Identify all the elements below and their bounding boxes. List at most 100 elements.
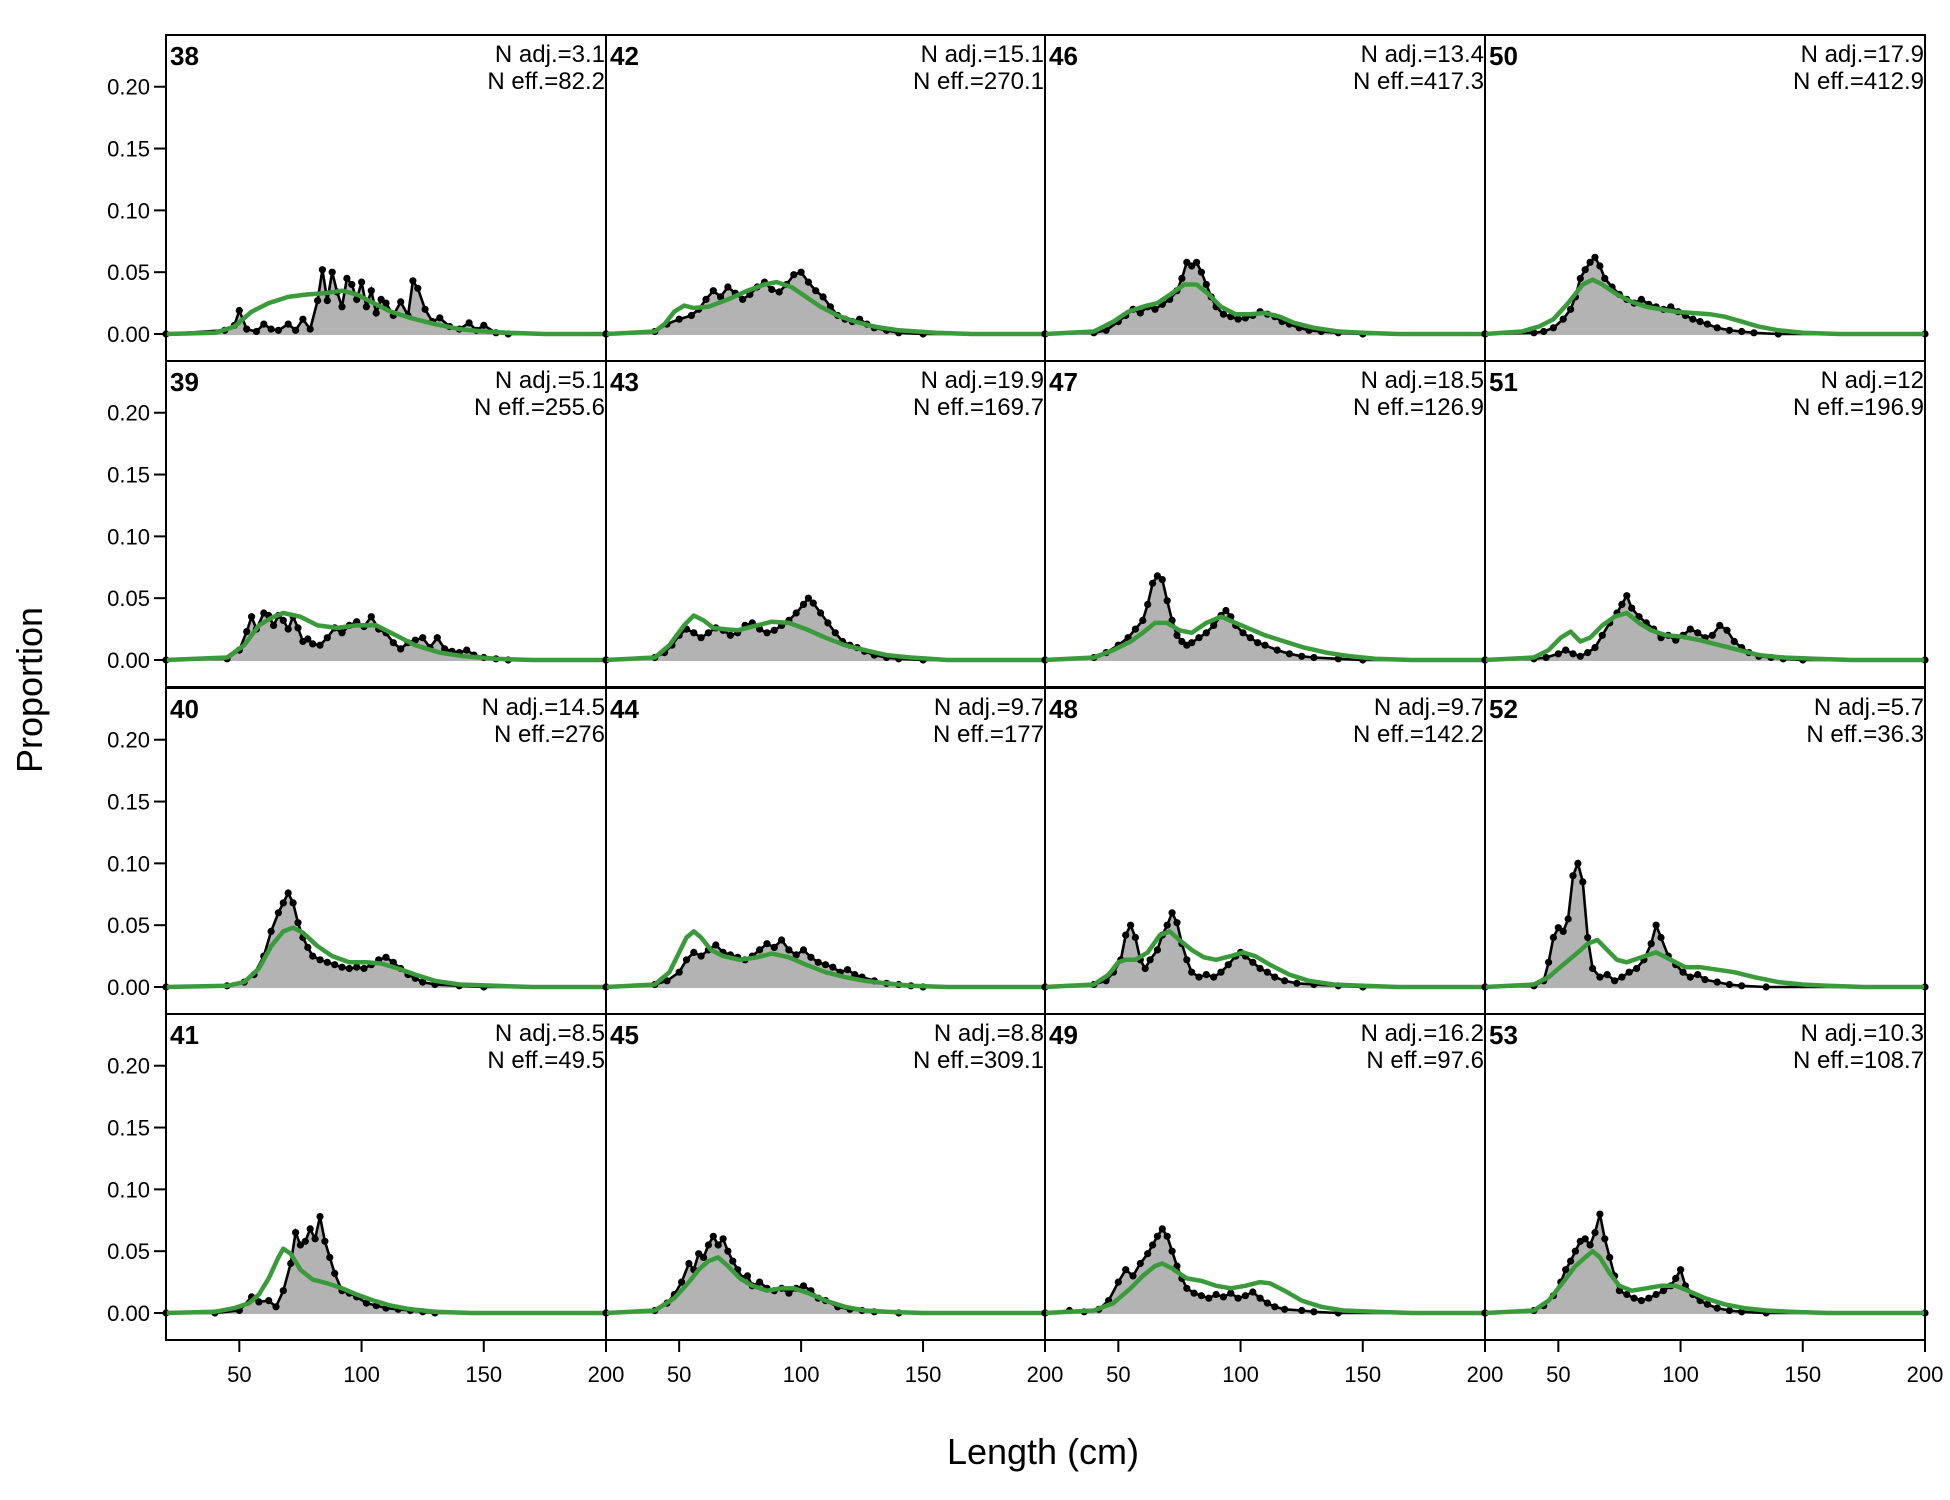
panel-grid: 38 N adj.=3.1N eff.=82.239 N adj.=5.1N eff… [162,34,1929,1341]
x-tick-label: 150 [905,1362,942,1387]
observed-point [697,952,705,960]
observed-point [1281,977,1289,985]
panel-label: 52 [1489,694,1518,724]
observed-point [299,315,307,323]
observed-point [1530,329,1538,337]
observed-point [304,635,312,643]
observed-point [1603,971,1611,979]
observed-point [1122,1266,1130,1274]
observed-point [829,963,837,971]
observed-point [414,284,422,292]
panel-label: 45 [610,1020,639,1050]
observed-point [1205,1294,1213,1302]
observed-point [831,629,839,637]
observed-point [812,287,820,295]
observed-point [1596,262,1604,270]
observed-point [397,645,405,653]
observed-area [1485,595,1925,660]
observed-point [1559,315,1567,323]
observed-area [1485,1214,1925,1313]
observed-point [362,1299,370,1307]
x-tick-label: 200 [1907,1362,1944,1387]
expected-line [1044,282,1485,337]
panel-label: 42 [610,41,639,71]
observed-point [397,298,405,306]
observed-point [1173,631,1181,639]
observed-point [704,1241,713,1249]
observed-point [419,978,427,986]
observed-point [1686,973,1694,981]
n-adj-label: N adj.=14.5 [482,694,605,721]
observed-point [724,283,732,291]
x-tick-label: 50 [1106,1362,1130,1387]
observed-point [343,274,351,282]
observed-point [1246,634,1254,642]
observed-point [1630,1294,1638,1302]
observed-point [1598,631,1606,639]
observed-point [1567,1257,1575,1265]
observed-point [1750,329,1758,337]
y-tick-label: 0.10 [107,851,150,876]
observed-point [763,940,771,948]
observed-point [1567,305,1575,313]
expected-line [1484,277,1925,337]
y-tick-label: 0.20 [107,401,150,426]
observed-point [1713,978,1721,986]
observed-point [1584,933,1592,942]
observed-point [255,1298,263,1306]
expected-line [1484,610,1925,663]
n-eff-label: N eff.=97.6 [1366,1047,1484,1074]
observed-point [675,968,683,976]
observed-point [1601,1235,1609,1243]
observed-point [1576,652,1584,660]
observed-point [714,1241,722,1249]
observed-point [441,645,449,653]
x-tick-label: 50 [1546,1362,1570,1387]
observed-point [663,977,671,985]
observed-point [382,299,390,307]
observed-point [1163,921,1171,929]
observed-point [821,961,830,969]
panel-label: 47 [1049,367,1078,397]
x-tick-label: 150 [1784,1362,1821,1387]
observed-point [1153,946,1161,954]
panel-42: 42 N adj.=15.1N eff.=270.1 [602,34,1049,362]
observed-point [1554,650,1562,658]
observed-point [804,278,813,286]
observed-point [1584,649,1592,657]
observed-point [409,277,417,285]
n-eff-label: N eff.=196.9 [1793,394,1924,421]
observed-point [360,964,368,973]
expected-line [165,610,606,663]
x-tick-label: 150 [1344,1362,1381,1387]
observed-point [690,629,698,637]
observed-point [719,1235,727,1243]
n-eff-label: N eff.=177 [933,721,1044,748]
observed-point [1618,973,1626,981]
observed-point [1677,1266,1685,1274]
panel-label: 49 [1049,1020,1078,1050]
observed-point [690,948,698,957]
y-tick-label: 0.15 [107,463,150,488]
observed-point [1645,1294,1653,1302]
observed-point [804,594,813,602]
observed-point [1703,1300,1711,1308]
observed-point [382,953,390,961]
observed-point [1249,958,1257,966]
observed-point [267,325,275,333]
observed-point [235,306,243,315]
observed-point [739,295,747,303]
observed-point [1591,253,1599,261]
observed-point [1183,956,1191,964]
observed-area [606,598,1045,660]
expected-line [165,1246,606,1316]
expected-line [605,613,1045,663]
observed-point [1183,1284,1191,1292]
observed-point [799,600,808,609]
n-eff-label: N eff.=417.3 [1353,68,1484,95]
n-adj-label: N adj.=9.7 [1374,694,1484,721]
expected-line [1044,929,1485,990]
observed-point [785,946,793,954]
observed-point [1178,637,1186,646]
